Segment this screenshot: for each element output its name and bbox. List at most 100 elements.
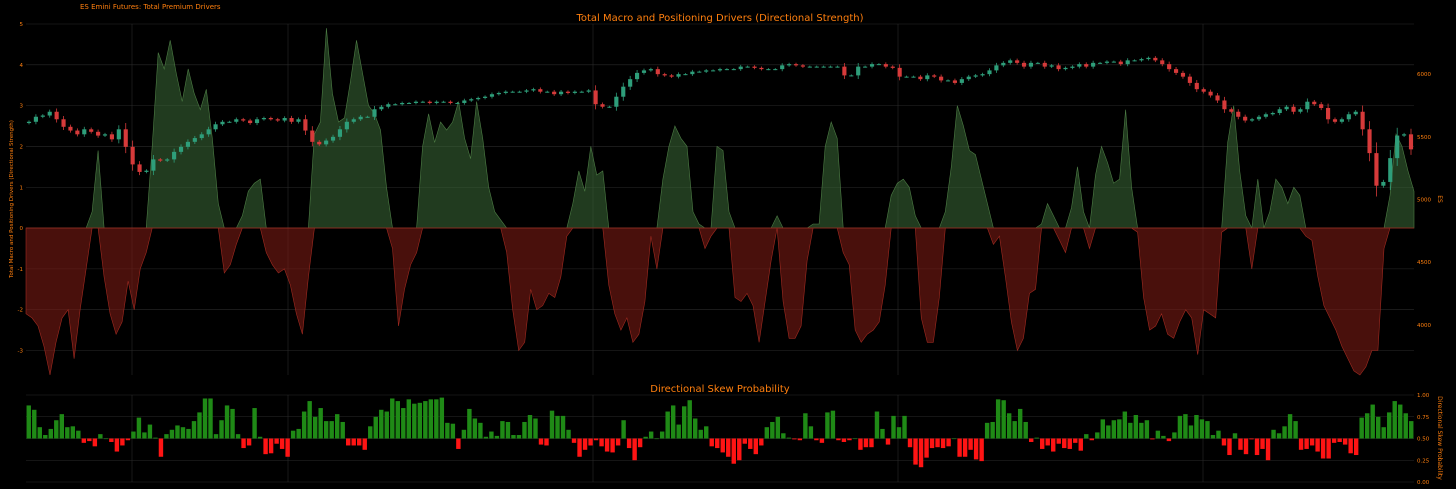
- skew-bar: [979, 438, 984, 462]
- candle-body: [172, 151, 177, 160]
- skew-bar: [704, 426, 709, 439]
- candle-body: [911, 76, 916, 78]
- candle-body: [1084, 64, 1089, 67]
- candle-body: [904, 76, 909, 78]
- skew-bar: [571, 438, 577, 443]
- skew-bar: [505, 421, 511, 439]
- candle-body: [1091, 62, 1096, 67]
- skew-bar: [648, 431, 654, 439]
- skew-bar: [643, 436, 648, 439]
- skew-bar: [1221, 438, 1227, 446]
- candle-body: [980, 74, 985, 76]
- candle-body: [386, 104, 391, 107]
- skew-bar: [770, 421, 775, 439]
- candle-body: [704, 70, 709, 72]
- skew-bar: [1100, 419, 1106, 439]
- candle-body: [254, 119, 260, 124]
- skew-bar: [417, 402, 423, 439]
- candle-body: [303, 119, 308, 131]
- skew-bar: [483, 436, 489, 439]
- candle-body: [1111, 61, 1116, 63]
- candle-body: [96, 131, 101, 136]
- candle-body: [68, 126, 73, 131]
- candle-body: [1229, 109, 1234, 112]
- candle-body: [206, 129, 211, 135]
- skew-bar: [693, 418, 698, 439]
- skew-tick-label: 0.25: [1417, 458, 1430, 464]
- candle-body: [33, 116, 38, 122]
- candle-body: [1146, 57, 1151, 60]
- skew-bar: [1199, 419, 1205, 439]
- candle-body: [1097, 62, 1103, 64]
- area-negative: [25, 227, 1414, 376]
- candle-body: [987, 70, 992, 75]
- candle-body: [1339, 119, 1344, 122]
- skew-bar: [566, 429, 571, 439]
- candle-body: [1236, 111, 1241, 117]
- candle-body: [572, 91, 577, 93]
- skew-bar: [577, 438, 582, 457]
- candle-body: [476, 97, 481, 100]
- candle-body: [1063, 67, 1068, 70]
- y2-tick-label: 5500: [1417, 135, 1431, 141]
- candle-body: [1132, 60, 1137, 62]
- skew-bar: [753, 438, 759, 455]
- skew-bar: [219, 420, 224, 439]
- skew-bar: [841, 438, 847, 442]
- skew-bar: [990, 421, 995, 439]
- skew-bar: [368, 426, 373, 439]
- skew-bar: [522, 421, 527, 439]
- candle-body: [849, 75, 854, 77]
- skew-bar: [395, 401, 400, 439]
- skew-bar: [98, 434, 103, 439]
- skew-bar: [373, 416, 378, 439]
- skew-bar: [544, 438, 549, 446]
- skew-bar: [26, 405, 31, 439]
- skew-bar: [1398, 404, 1403, 439]
- skew-bar: [92, 438, 98, 447]
- skew-bar: [825, 412, 830, 439]
- candle-body: [1222, 100, 1227, 110]
- skew-bar: [610, 438, 615, 453]
- candle-body: [1118, 61, 1123, 65]
- candle-body: [503, 91, 508, 93]
- skew-bar: [1298, 438, 1304, 450]
- skew-bar: [445, 422, 450, 439]
- skew-bar: [1150, 438, 1155, 440]
- skew-bar: [808, 426, 814, 439]
- skew-bar: [114, 438, 120, 452]
- skew-bar: [1403, 413, 1408, 439]
- candle-body: [1346, 114, 1351, 120]
- candle-body: [448, 101, 453, 103]
- skew-bar: [230, 408, 235, 439]
- candle-body: [918, 76, 923, 80]
- candle-body: [379, 106, 384, 110]
- skew-bar: [599, 438, 604, 447]
- skew-bar: [362, 438, 367, 450]
- skew-bar: [698, 429, 703, 439]
- skew-bar: [786, 437, 792, 439]
- skew-bar: [781, 433, 786, 439]
- candle-body: [690, 71, 695, 75]
- skew-bar: [1139, 422, 1144, 439]
- skew-bar: [301, 411, 307, 439]
- skew-bar: [456, 438, 461, 449]
- skew-bar: [1006, 413, 1012, 439]
- candle-body: [676, 74, 681, 77]
- candle-body: [1291, 106, 1296, 112]
- candle-body: [102, 134, 108, 136]
- skew-bar: [252, 408, 257, 439]
- candle-body: [151, 159, 156, 171]
- candle-body: [959, 79, 964, 83]
- skew-bar: [1095, 432, 1100, 439]
- skew-bar: [158, 438, 164, 457]
- skew-bar: [621, 420, 626, 439]
- skew-bar: [995, 399, 1001, 439]
- skew-bar: [748, 438, 753, 449]
- candle-body: [137, 164, 142, 172]
- candle-body: [641, 70, 647, 73]
- candle-body: [1277, 109, 1282, 114]
- skew-bar: [830, 410, 836, 439]
- candle-body: [807, 66, 812, 68]
- candle-body: [683, 74, 688, 76]
